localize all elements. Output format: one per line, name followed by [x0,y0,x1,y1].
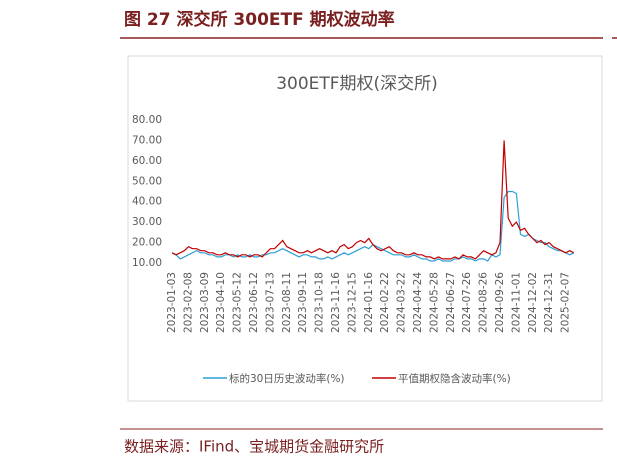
y-tick-label: 80.00 [132,114,162,126]
x-tick-label: 2023-12-15 [346,272,358,333]
x-tick-label: 2024-05-28 [428,272,440,333]
x-tick-label: 2024-02-22 [379,272,391,333]
source: 数据来源：IFind、宝城期货金融研究所 [124,438,384,456]
x-tick-label: 2024-06-27 [445,272,457,333]
x-tick-label: 2023-09-11 [297,272,309,333]
x-tick-label: 2024-07-26 [461,272,473,333]
y-tick-label: 60.00 [132,155,162,167]
header-title: 图 27 深交所 300ETF 期权波动率 [124,9,395,30]
chart-title: 300ETF期权(深交所) [276,74,438,94]
y-tick-label: 30.00 [132,216,162,228]
x-tick-label: 2023-02-08 [182,272,194,333]
x-tick-label: 2023-04-10 [215,272,227,333]
chart-frame [127,55,603,402]
x-tick-label: 2024-08-26 [478,272,490,333]
y-tick-label: 50.00 [132,175,162,187]
x-tick-label: 2024-12-31 [543,272,555,333]
y-tick-label: 40.00 [132,196,162,208]
x-tick-label: 2023-10-18 [314,272,326,333]
series-line [171,190,575,262]
x-tick-label: 2025-02-07 [560,272,572,333]
legend-label: 标的30日历史波动率(%) [229,372,345,385]
x-tick-label: 2023-05-12 [232,272,244,333]
y-tick-label: 10.00 [132,257,162,269]
x-tick-label: 2023-01-03 [166,272,178,333]
x-tick-label: 2024-09-26 [494,272,506,333]
x-tick-label: 2023-06-12 [248,272,260,333]
x-tick-label: 2023-08-11 [281,272,293,333]
y-tick-label: 20.00 [132,237,162,249]
legend-label: 平值期权隐含波动率(%) [398,372,511,385]
x-tick-label: 2024-12-02 [527,272,539,333]
series-line [171,140,575,260]
x-tick-label: 2024-01-16 [363,272,375,333]
x-tick-label: 2023-03-09 [199,272,211,333]
x-tick-label: 2023-07-13 [264,272,276,333]
x-tick-label: 2024-04-24 [412,272,424,333]
y-tick-label: 70.00 [132,134,162,146]
x-tick-label: 2024-11-01 [510,272,522,333]
x-tick-label: 2024-03-22 [396,272,408,333]
x-tick-label: 2023-11-16 [330,272,342,333]
